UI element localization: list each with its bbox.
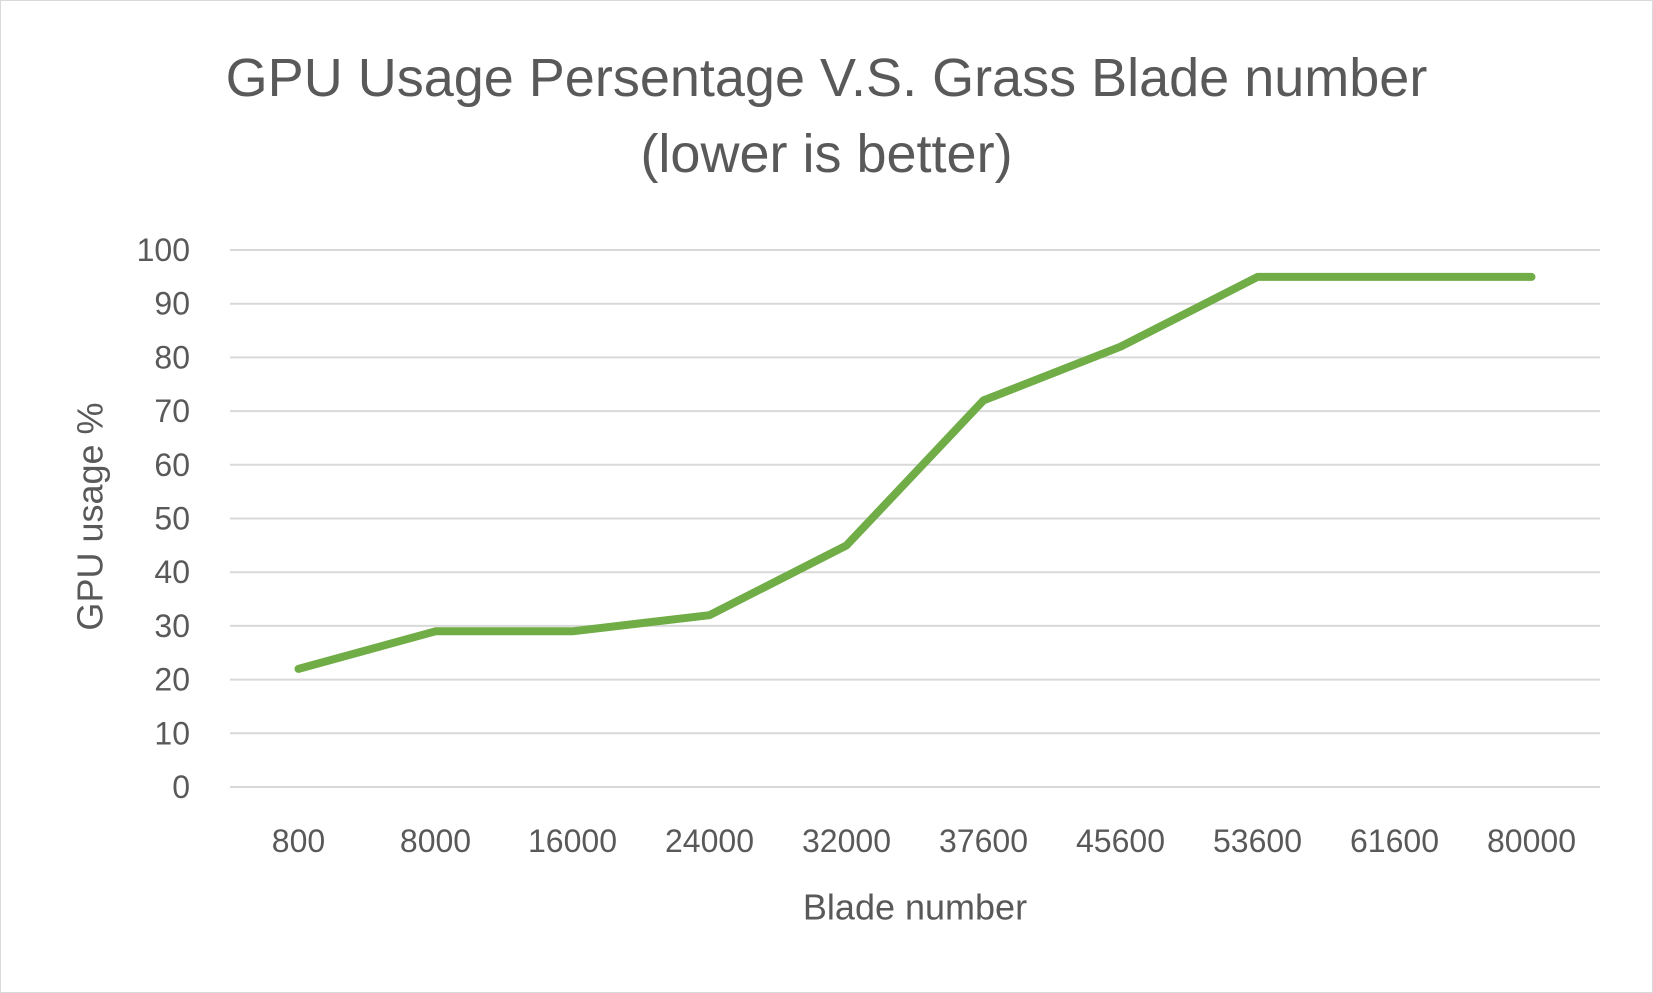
y-tick-label: 90 (154, 286, 190, 322)
x-tick-labels: 800 8000 16000 24000 32000 37600 45600 53600 616… (272, 823, 1576, 859)
series-layer (294, 272, 1536, 673)
y-axis-title: GPU usage % (70, 402, 111, 630)
chart-title: GPU Usage Persentage V.S. Grass Blade nu… (0, 40, 1653, 192)
data-point (297, 667, 300, 670)
data-point (571, 630, 574, 633)
data-point (434, 630, 437, 633)
y-tick-label: 100 (137, 232, 190, 268)
y-tick-label: 70 (154, 393, 190, 429)
data-point (982, 399, 985, 402)
series-line-0 (294, 272, 1536, 673)
y-tick-labels: 0 10 20 30 40 50 60 70 80 90 100 (137, 232, 190, 805)
y-tick-label: 0 (172, 769, 190, 805)
chart-subtitle: (lower is better) (640, 124, 1013, 184)
y-tick-label: 40 (154, 554, 190, 590)
x-tick-label: 16000 (528, 823, 617, 859)
data-point (1256, 275, 1259, 278)
x-tick-label: 45600 (1076, 823, 1165, 859)
x-axis-title: Blade number (803, 887, 1027, 928)
x-tick-label: 32000 (802, 823, 891, 859)
y-tick-label: 20 (154, 662, 190, 698)
data-point (708, 614, 711, 617)
x-tick-label: 61600 (1350, 823, 1439, 859)
data-point (845, 544, 848, 547)
y-tick-label: 80 (154, 339, 190, 375)
chart-title-main: GPU Usage Persentage V.S. Grass Blade nu… (225, 48, 1428, 108)
y-tick-label: 60 (154, 447, 190, 483)
x-tick-label: 800 (272, 823, 325, 859)
y-tick-label: 10 (154, 715, 190, 751)
data-point (1393, 275, 1396, 278)
x-tick-label: 37600 (939, 823, 1028, 859)
gridlines (230, 249, 1600, 788)
y-tick-label: 30 (154, 608, 190, 644)
data-point (1530, 275, 1533, 278)
x-tick-label: 80000 (1487, 823, 1576, 859)
x-tick-label: 8000 (400, 823, 471, 859)
x-tick-label: 24000 (665, 823, 754, 859)
y-tick-label: 50 (154, 501, 190, 537)
x-tick-label: 53600 (1213, 823, 1302, 859)
data-point (1119, 345, 1122, 348)
